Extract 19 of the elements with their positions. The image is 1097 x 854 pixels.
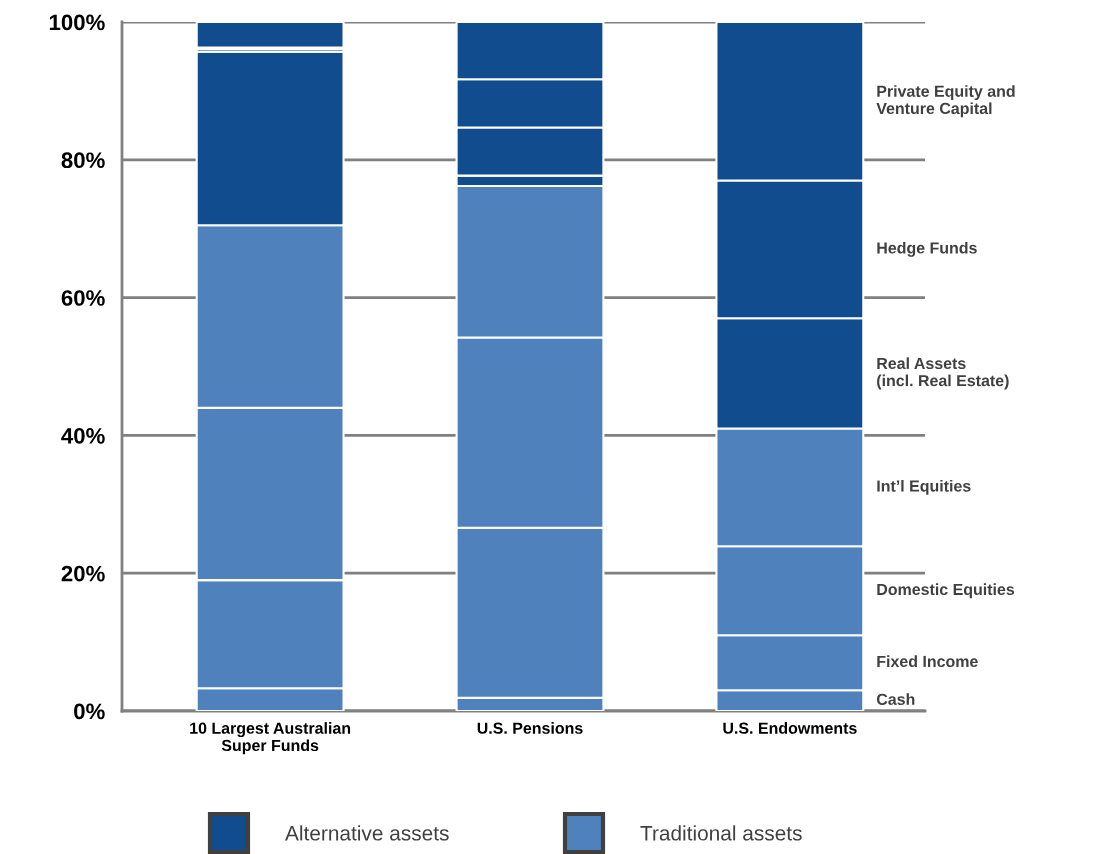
y-tick-label: 0% <box>74 703 105 720</box>
y-tick-label: 80% <box>61 152 105 169</box>
y-tick-label: 20% <box>61 565 105 582</box>
series-label: Int’l Equities <box>877 479 971 495</box>
series-label: Real Assets (incl. Real Estate) <box>877 357 1009 390</box>
series-label: Fixed Income <box>877 655 978 668</box>
y-tick-label: 100% <box>49 14 105 31</box>
x-tick-label: U.S. Endowments <box>723 722 857 734</box>
y-tick-label: 40% <box>61 427 105 444</box>
text: Alternative assets <box>285 825 449 841</box>
series-label: Domestic Equities <box>877 583 1015 599</box>
bar <box>195 22 345 49</box>
x-tick-label: U.S. Pensions <box>477 722 583 734</box>
text: Traditional assets <box>640 825 802 841</box>
series-label: Private Equity and Venture Capital <box>876 85 1015 118</box>
y-tick-label: 60% <box>61 290 105 306</box>
series-label: Hedge Funds <box>877 241 977 257</box>
series-label: Cash <box>876 693 915 705</box>
x-tick-label: 10 Largest Australian Super Funds <box>190 722 351 755</box>
